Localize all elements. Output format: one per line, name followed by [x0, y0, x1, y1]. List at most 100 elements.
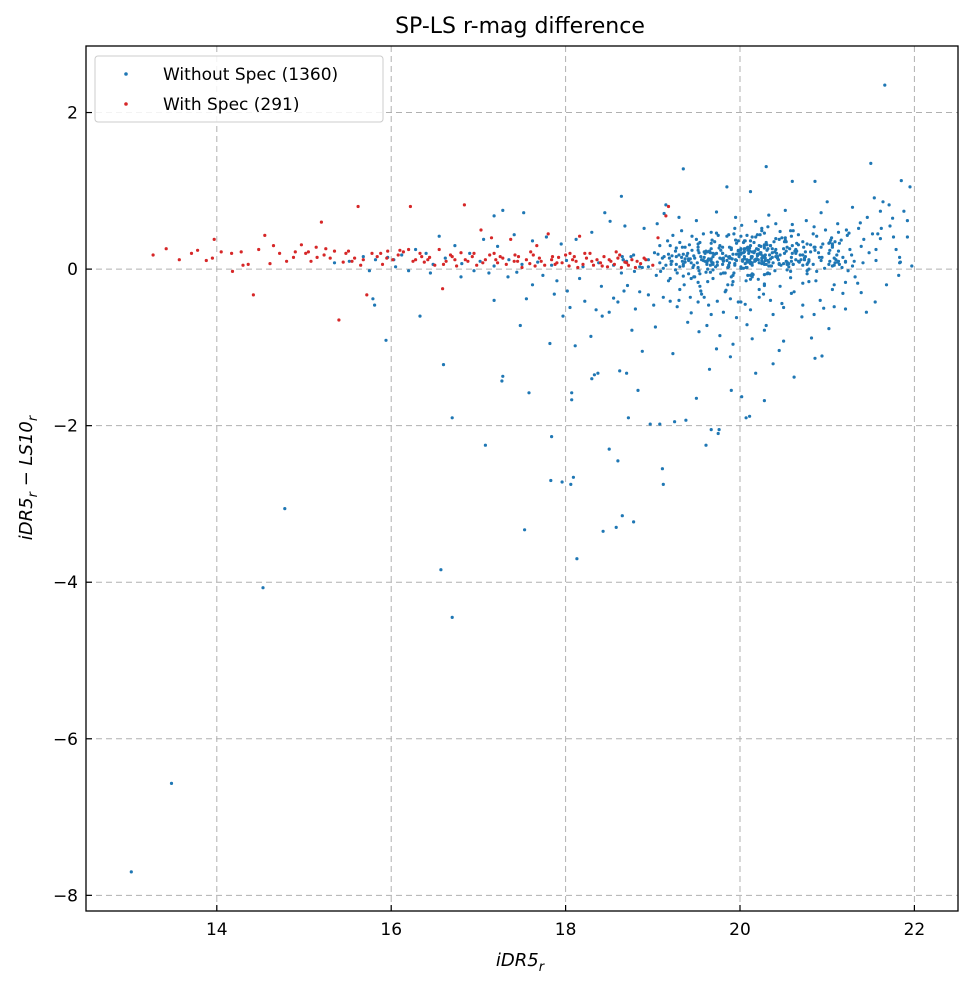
data-point	[661, 295, 665, 299]
data-point	[673, 420, 677, 424]
data-point	[756, 277, 760, 281]
data-point	[578, 276, 582, 281]
data-point	[873, 300, 877, 304]
data-point	[785, 260, 789, 264]
data-point	[439, 568, 443, 572]
data-point	[621, 258, 625, 262]
data-point	[616, 256, 620, 260]
data-point	[801, 240, 805, 244]
data-point	[835, 253, 839, 257]
data-point	[740, 395, 744, 399]
data-point	[812, 245, 816, 249]
data-point	[744, 416, 748, 420]
data-point	[708, 270, 713, 274]
data-point	[578, 234, 582, 238]
data-point	[711, 268, 715, 272]
data-point	[675, 305, 679, 309]
data-point	[711, 255, 715, 259]
data-point	[625, 283, 630, 288]
data-point	[559, 242, 563, 246]
data-point	[662, 211, 666, 216]
data-point	[365, 293, 369, 297]
data-point	[638, 290, 642, 294]
data-point	[770, 255, 774, 259]
data-point	[687, 272, 691, 276]
data-point	[843, 260, 848, 264]
data-point	[496, 261, 500, 265]
data-point	[441, 262, 446, 266]
data-point	[718, 244, 722, 248]
data-point	[789, 269, 793, 273]
data-point	[513, 253, 517, 257]
data-point	[658, 261, 662, 265]
data-point	[648, 422, 652, 426]
data-point	[745, 258, 749, 262]
data-point	[285, 259, 289, 263]
data-point	[743, 302, 747, 306]
data-point	[763, 253, 767, 257]
data-point	[747, 247, 751, 252]
data-point	[523, 528, 527, 532]
data-point	[762, 273, 767, 277]
data-point	[699, 255, 703, 259]
data-point	[516, 255, 521, 259]
data-point	[782, 251, 787, 255]
data-point	[748, 414, 752, 418]
data-point	[543, 263, 547, 267]
data-point	[697, 269, 701, 273]
data-point	[709, 428, 713, 432]
data-point	[530, 239, 535, 243]
data-point	[840, 265, 844, 270]
data-point	[341, 260, 345, 264]
data-point	[742, 247, 747, 252]
data-point	[879, 226, 883, 230]
data-point	[757, 295, 761, 299]
data-point	[487, 271, 491, 275]
data-point	[841, 291, 845, 295]
data-point	[614, 525, 618, 530]
data-point	[550, 255, 555, 259]
data-point	[794, 258, 798, 262]
data-point	[770, 247, 774, 251]
data-point	[678, 240, 682, 245]
data-point	[386, 249, 390, 253]
data-point	[711, 251, 715, 255]
data-point	[867, 251, 871, 255]
data-point	[729, 275, 733, 279]
data-point	[574, 237, 578, 241]
data-point	[407, 269, 411, 273]
data-point	[822, 306, 826, 310]
data-point	[680, 255, 684, 259]
data-point	[725, 258, 729, 263]
data-point	[702, 255, 706, 259]
data-point	[858, 221, 862, 225]
data-point	[599, 284, 604, 288]
data-point	[815, 234, 819, 238]
data-point	[575, 557, 579, 561]
data-point	[861, 261, 865, 265]
data-point	[770, 251, 774, 255]
data-point	[789, 255, 794, 259]
data-point	[441, 287, 445, 291]
data-point	[694, 219, 699, 223]
data-point	[806, 261, 810, 265]
data-point	[844, 228, 849, 232]
data-point	[492, 298, 496, 302]
data-point	[666, 239, 670, 243]
data-point	[560, 480, 564, 484]
data-point	[698, 284, 702, 288]
data-point	[749, 256, 753, 260]
data-point	[319, 220, 323, 224]
data-point	[700, 292, 704, 296]
data-point	[792, 375, 796, 379]
data-point	[747, 260, 751, 264]
data-point	[492, 214, 496, 218]
data-point	[607, 447, 611, 451]
data-point	[750, 235, 754, 239]
data-point	[734, 252, 739, 256]
data-point	[642, 226, 646, 230]
data-point	[633, 307, 638, 311]
data-point	[734, 258, 738, 262]
data-point	[827, 241, 831, 245]
data-point	[843, 307, 848, 311]
